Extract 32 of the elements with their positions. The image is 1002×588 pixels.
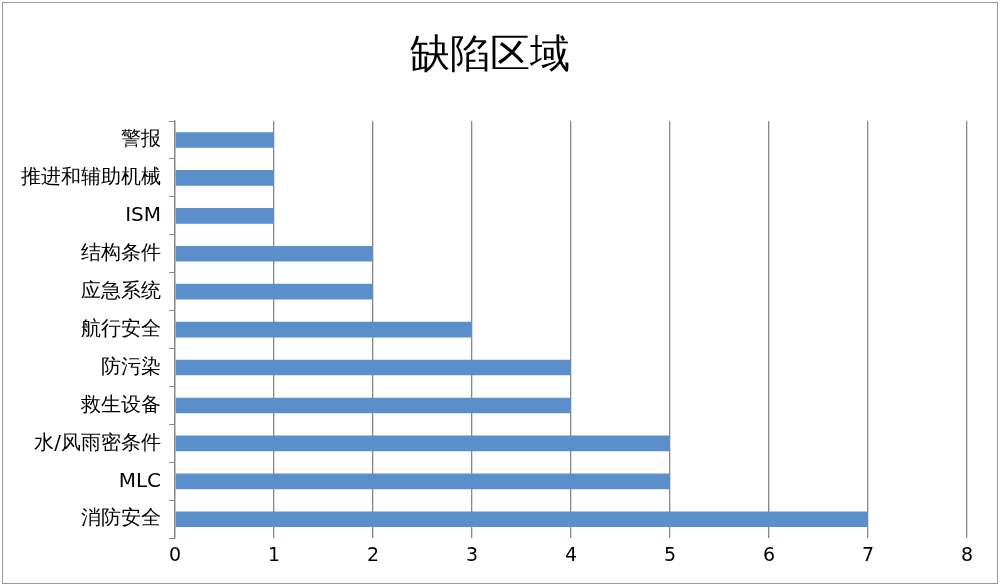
bar	[175, 397, 571, 414]
y-tick-label: 防污染	[101, 353, 161, 378]
y-tick-label: ISM	[125, 202, 161, 227]
x-tick-label: 2	[366, 542, 380, 565]
x-tick-label: 1	[267, 542, 281, 565]
y-tick-label: 水/风雨密条件	[34, 429, 161, 454]
bar	[175, 245, 373, 262]
y-tick-label: MLC	[118, 467, 161, 492]
y-tick-label: 应急系统	[81, 277, 161, 302]
x-tick-label: 6	[762, 542, 776, 565]
x-tick-label: 7	[861, 542, 875, 565]
bar	[175, 283, 373, 300]
x-tick-label: 3	[465, 542, 479, 565]
y-tick-label: 消防安全	[81, 505, 161, 530]
bar	[175, 359, 571, 376]
bar	[175, 321, 472, 338]
x-tick-label: 5	[663, 542, 677, 565]
bar	[175, 132, 274, 148]
y-tick-label: 救生设备	[80, 391, 161, 416]
bar	[175, 511, 868, 528]
y-tick-label: 警报	[121, 126, 161, 151]
x-tick-label: 0	[168, 542, 182, 565]
x-tick-label: 8	[960, 542, 974, 565]
bar	[175, 435, 670, 452]
x-tick-label: 4	[564, 542, 578, 565]
y-tick-label: 航行安全	[81, 315, 161, 340]
chart-title: 缺陷区域	[410, 30, 570, 77]
y-tick-label: 结构条件	[81, 239, 161, 264]
bar	[175, 473, 670, 490]
y-tick-label: 推进和辅助机械	[21, 164, 161, 189]
bar	[175, 170, 274, 186]
bar	[175, 208, 274, 224]
